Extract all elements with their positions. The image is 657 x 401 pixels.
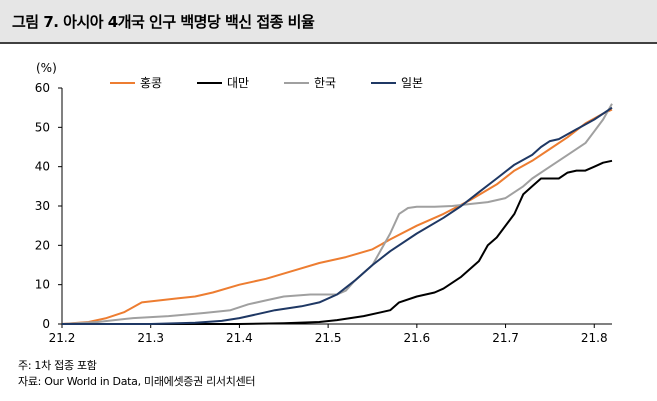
x-tick-label: 21.7	[492, 331, 519, 345]
series-line-일본	[62, 106, 613, 325]
x-tick-label: 21.4	[226, 331, 253, 345]
x-tick-label: 21.6	[403, 331, 430, 345]
x-tick-label: 21.3	[137, 331, 164, 345]
series-line-홍콩	[61, 108, 613, 325]
line-chart: 0 10 20 30 40 50 60 (%) 21.2 21.3 21.4 21.5 21.6 21.7…	[35, 61, 613, 345]
series-line-한국	[61, 103, 613, 325]
legend-label: 일본	[401, 76, 423, 90]
y-tick-label: 30	[35, 199, 50, 213]
legend-label: 대만	[227, 76, 249, 90]
y-tick-label: 60	[35, 81, 50, 95]
legend-label: 한국	[314, 76, 336, 90]
y-tick-label: 0	[42, 317, 50, 331]
footnote: 주: 1차 접종 포함	[18, 359, 97, 372]
y-tick-label: 50	[35, 120, 50, 134]
x-tick-label: 21.2	[49, 331, 76, 345]
y-tick-label: 20	[35, 238, 50, 252]
x-tick-label: 21.8	[581, 331, 608, 345]
y-tick-label: 40	[35, 160, 50, 174]
legend-label: 홍콩	[140, 76, 162, 90]
series-line-대만	[62, 159, 613, 325]
y-unit-label: (%)	[36, 61, 57, 75]
x-tick-label: 21.5	[315, 331, 342, 345]
y-tick-label: 10	[35, 278, 50, 292]
chart-title: 그림 7. 아시아 4개국 인구 백명당 백신 접종 비율	[12, 13, 315, 31]
source-note: 자료: Our World in Data, 미래에셋증권 리서치센터	[18, 375, 256, 388]
title-bar: 그림 7. 아시아 4개국 인구 백명당 백신 접종 비율	[0, 0, 657, 44]
